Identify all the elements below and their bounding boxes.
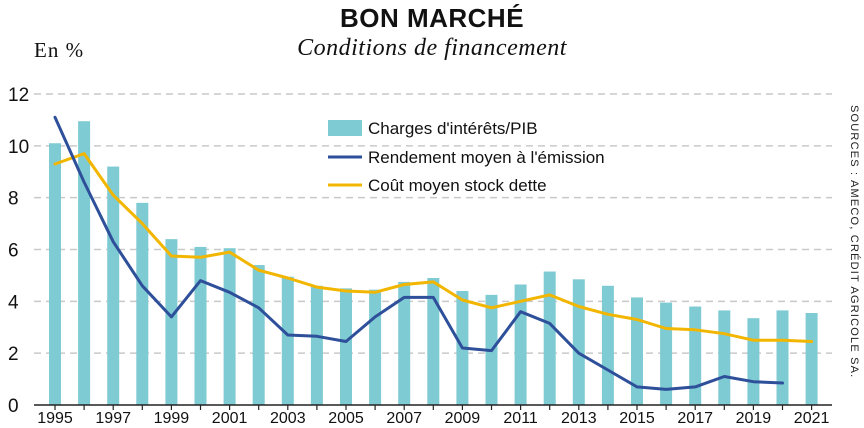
chart-title: BON MARCHÉ <box>339 3 525 33</box>
bar-1998 <box>136 202 149 405</box>
bar-2004 <box>310 285 323 405</box>
bar-2006 <box>369 289 382 405</box>
bar-1999 <box>165 239 178 405</box>
legend-label-rendement: Rendement moyen à l'émission <box>368 148 605 167</box>
bar-2013 <box>572 279 585 405</box>
x-tick-label-2007: 2007 <box>386 410 422 427</box>
bar-2017 <box>689 306 702 405</box>
axis-layer: 0 2 4 6 8 10 12 1995 1997 1999 2001 2003 2005 2007 200… <box>8 85 832 427</box>
x-tick-label-2011: 2011 <box>503 410 538 427</box>
y-tick-label-6: 6 <box>8 241 19 262</box>
bar-2003 <box>281 276 294 405</box>
bar-2018 <box>718 310 731 405</box>
bar-2021 <box>805 312 818 405</box>
legend-label-cout: Coût moyen stock dette <box>368 176 547 195</box>
bar-2005 <box>340 288 352 405</box>
x-tick-label-2003: 2003 <box>270 410 306 427</box>
x-tick-label-2005: 2005 <box>328 410 364 427</box>
legend-layer: Charges d'intérêts/PIB Rendement moyen à … <box>328 119 605 195</box>
y-tick-label-4: 4 <box>8 292 19 313</box>
bar-2015 <box>631 297 643 405</box>
bar-2014 <box>601 285 614 405</box>
y-axis-unit-label: En % <box>34 38 85 62</box>
line-cout <box>53 152 814 343</box>
bar-2001 <box>223 248 236 405</box>
bar-2020 <box>776 310 789 405</box>
y-tick-label-0: 0 <box>8 396 19 417</box>
legend-swatch-charges <box>328 120 362 136</box>
legend-label-charges: Charges d'intérêts/PIB <box>368 119 538 138</box>
lines-layer <box>53 115 814 391</box>
x-tick-label-1995: 1995 <box>37 410 73 427</box>
x-tick-label-2017: 2017 <box>677 410 713 427</box>
bar-2007 <box>398 281 411 405</box>
y-tick-label-2: 2 <box>8 344 19 365</box>
line-rendement <box>53 115 784 391</box>
x-tick-label-1999: 1999 <box>154 410 190 427</box>
x-tick-label-2021: 2021 <box>794 410 830 427</box>
bar-1995 <box>49 143 61 405</box>
y-tick-label-8: 8 <box>8 189 19 210</box>
x-tick-label-1997: 1997 <box>95 410 131 427</box>
x-tick-label-2015: 2015 <box>619 410 655 427</box>
x-tick-label-2001: 2001 <box>212 410 248 427</box>
chart-subtitle: Conditions de financement <box>297 35 567 61</box>
x-tick-label-2009: 2009 <box>445 410 481 427</box>
bar-2012 <box>543 271 556 405</box>
bar-2019 <box>747 318 760 405</box>
bar-1996 <box>78 121 91 406</box>
x-tick-label-2013: 2013 <box>561 410 597 427</box>
bar-1997 <box>107 166 120 405</box>
x-tick-label-2019: 2019 <box>736 410 772 427</box>
bar-2002 <box>252 265 265 405</box>
y-tick-label-12: 12 <box>8 85 29 106</box>
y-tick-label-10: 10 <box>8 137 29 158</box>
bar-2008 <box>427 278 440 405</box>
bar-2000 <box>194 246 207 405</box>
